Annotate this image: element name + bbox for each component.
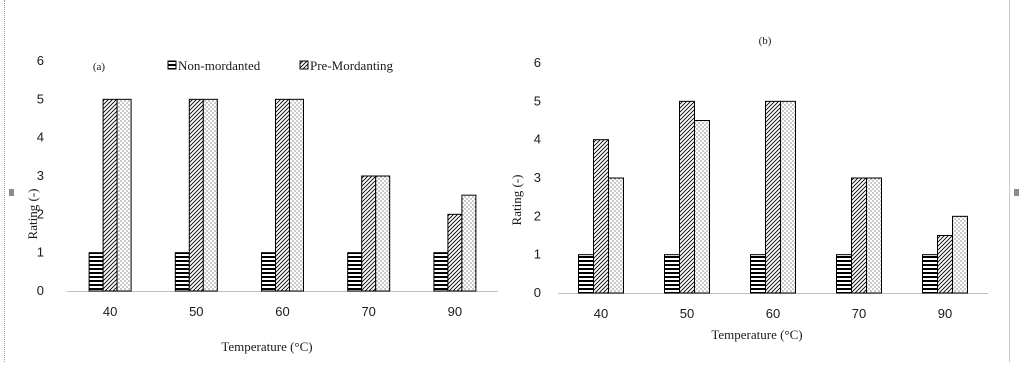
resize-handle-left[interactable] xyxy=(9,189,14,196)
chart-a: 0 1 2 3 4 5 6 40 50 60 70 90 (a) Rating (-) Temperatur… xyxy=(25,53,498,354)
bar xyxy=(361,175,377,292)
y-tick-label: 6 xyxy=(534,55,541,70)
y-tick-label: 5 xyxy=(534,93,541,108)
bar xyxy=(593,139,609,294)
y-tick-label: 0 xyxy=(37,283,44,298)
bar xyxy=(664,254,680,294)
legend-swatch xyxy=(299,60,309,70)
x-tick-label: 40 xyxy=(594,306,608,321)
x-tick-label: 50 xyxy=(680,306,694,321)
bar xyxy=(188,98,204,292)
bar xyxy=(922,254,938,294)
y-axis-title: Rating (-) xyxy=(509,175,524,226)
selection-border xyxy=(4,0,5,362)
panel-title: (b) xyxy=(759,35,772,47)
bar xyxy=(88,252,104,292)
panel-title: (a) xyxy=(93,61,106,73)
y-tick-label: 4 xyxy=(37,130,44,145)
legend-label: Non-mordanted xyxy=(178,58,261,73)
bar xyxy=(102,98,118,292)
y-tick-label: 1 xyxy=(37,245,44,260)
legend-label: Pre-Mordanting xyxy=(310,58,394,73)
bar xyxy=(578,254,594,294)
x-tick-label: 90 xyxy=(938,306,952,321)
legend-swatch xyxy=(167,60,177,70)
bar xyxy=(447,213,463,292)
bar xyxy=(765,100,781,294)
bar xyxy=(851,177,867,294)
bar xyxy=(836,254,852,294)
bar xyxy=(937,235,953,294)
bar xyxy=(866,177,882,294)
y-tick-label: 2 xyxy=(534,208,541,223)
chart-b: 0 1 2 3 4 5 6 40 50 60 70 90 (b) Rating (-) Temperatur… xyxy=(509,35,988,342)
page-edge xyxy=(1009,0,1010,362)
bar xyxy=(433,252,449,292)
x-axis-title: Temperature (°C) xyxy=(711,327,802,342)
bar xyxy=(174,252,190,292)
bar xyxy=(461,194,477,292)
y-tick-label: 3 xyxy=(37,168,44,183)
resize-handle-right[interactable] xyxy=(1014,189,1019,196)
x-tick-label: 70 xyxy=(361,304,375,319)
bar xyxy=(952,215,968,294)
y-axis-title: Rating (-) xyxy=(25,189,40,240)
bar xyxy=(608,177,624,294)
y-tick-label: 5 xyxy=(37,91,44,106)
y-tick-label: 2 xyxy=(37,206,44,221)
bar xyxy=(275,98,290,292)
y-tick-label: 6 xyxy=(37,53,44,68)
bar xyxy=(261,252,276,292)
x-tick-label: 60 xyxy=(766,306,780,321)
x-tick-label: 70 xyxy=(852,306,866,321)
y-tick-label: 3 xyxy=(534,170,541,185)
x-tick-label: 60 xyxy=(275,304,289,319)
bar xyxy=(116,98,132,292)
x-tick-label: 40 xyxy=(103,304,117,319)
bar xyxy=(202,98,218,292)
y-tick-label: 1 xyxy=(534,247,541,262)
bar xyxy=(375,175,391,292)
bar xyxy=(347,252,363,292)
y-tick-label: 4 xyxy=(534,132,541,147)
x-tick-label: 50 xyxy=(189,304,203,319)
bar xyxy=(750,254,766,294)
x-tick-label: 90 xyxy=(448,304,462,319)
bar xyxy=(694,120,710,294)
x-axis-title: Temperature (°C) xyxy=(221,339,312,354)
bar xyxy=(679,100,695,294)
bar xyxy=(780,100,796,294)
y-tick-label: 0 xyxy=(534,285,541,300)
bar xyxy=(289,98,304,292)
